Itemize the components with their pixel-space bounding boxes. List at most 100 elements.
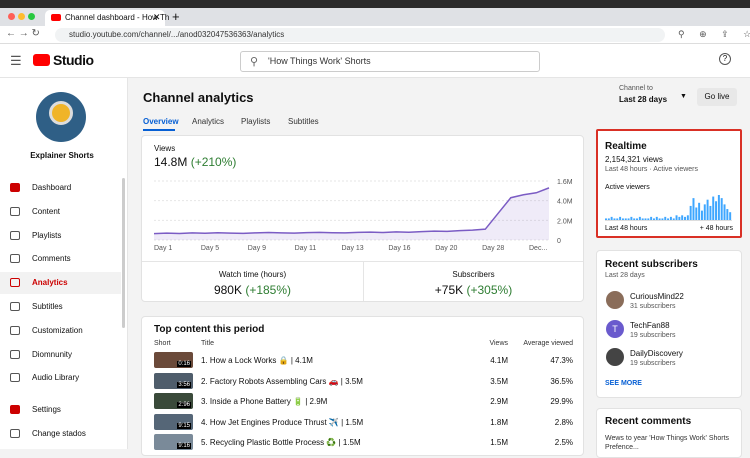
tab-title: Channel dashboard - How Th bbox=[65, 13, 170, 22]
tab[interactable]: Subtitles bbox=[288, 117, 319, 126]
nav-item[interactable]: Comments bbox=[0, 248, 121, 270]
views-line bbox=[153, 187, 550, 235]
subscriber-avatar[interactable]: T bbox=[606, 319, 624, 338]
x-tick-label: Day 16 bbox=[388, 245, 410, 252]
comments-title: Recent comments bbox=[605, 416, 692, 427]
views-change: (+210%) bbox=[190, 155, 237, 169]
realtime-start: Last 48 hours bbox=[605, 225, 648, 232]
comment-preview: Wews to year 'How Things Work' Shorts Pr… bbox=[605, 435, 730, 451]
row-title[interactable]: 4. How Jet Engines Produce Thrust ✈️ | 1… bbox=[201, 417, 364, 427]
channel-name: Explainer Shorts bbox=[30, 151, 94, 160]
nav-label: Audio Library bbox=[32, 373, 80, 383]
nav-item[interactable]: Playlists bbox=[0, 225, 121, 247]
row-title[interactable]: 2. Factory Robots Assembling Cars 🚗 | 3.… bbox=[201, 376, 363, 386]
favicon bbox=[51, 14, 61, 21]
nav-item[interactable]: Change stados bbox=[0, 423, 121, 445]
duration: 9:15 bbox=[177, 422, 191, 429]
realtime-chart bbox=[605, 195, 732, 221]
summary-change: (+185%) bbox=[245, 283, 292, 297]
subscriber-avatar[interactable] bbox=[606, 348, 624, 366]
thumbnail[interactable]: 9:16 bbox=[154, 434, 193, 450]
see-more[interactable]: SEE MORE bbox=[605, 380, 642, 387]
nav-item[interactable]: Settings bbox=[0, 399, 121, 421]
tab[interactable]: Analytics bbox=[192, 117, 225, 126]
row-title[interactable]: 1. How a Lock Works 🔒 | 4.1M bbox=[201, 356, 313, 365]
realtime-views: 2,154,321 views bbox=[605, 155, 663, 164]
subscriber-name[interactable]: DailyDiscovery bbox=[630, 349, 683, 358]
new-tab[interactable]: + bbox=[172, 9, 180, 24]
nav-icon bbox=[10, 278, 20, 288]
realtime-bar bbox=[698, 202, 701, 220]
tab-close[interactable]: ✕ bbox=[153, 12, 161, 22]
channel-avatar[interactable] bbox=[36, 92, 86, 142]
realtime-bar bbox=[658, 218, 661, 220]
subscriber-name[interactable]: CuriousMind22 bbox=[630, 292, 684, 301]
summary-label: Watch time (hours) bbox=[218, 270, 287, 279]
toolbar-icons[interactable]: ⚲ ⊕ ⇪ ☆ ▢ bbox=[678, 29, 750, 39]
close-dot[interactable] bbox=[8, 13, 15, 20]
nav-item[interactable]: Analytics bbox=[0, 272, 121, 295]
nav-item[interactable]: Diomnunity bbox=[0, 344, 121, 366]
nav-item[interactable]: Subtitles bbox=[0, 296, 121, 318]
realtime-bar bbox=[712, 196, 715, 220]
realtime-bar bbox=[621, 218, 624, 220]
y-tick-label: 2.0M bbox=[557, 218, 573, 225]
realtime-bar bbox=[607, 218, 610, 220]
views-value: 14.8M bbox=[154, 155, 188, 169]
realtime-bar bbox=[664, 216, 667, 220]
range[interactable]: Last 28 days bbox=[619, 95, 668, 104]
views-area bbox=[154, 187, 549, 240]
nav-item[interactable]: Dashboard bbox=[0, 177, 121, 199]
x-tick-label: Day 20 bbox=[435, 245, 457, 252]
search-icon: ⚲ bbox=[250, 56, 259, 68]
tab[interactable]: Playlists bbox=[241, 117, 271, 126]
subscriber-name[interactable]: TechFan88 bbox=[630, 320, 670, 330]
tab[interactable]: Channel dashboard - How Th ✕ bbox=[45, 10, 169, 26]
nav-buttons[interactable]: ← → ↻ bbox=[6, 28, 40, 39]
thumbnail[interactable]: 9:15 bbox=[154, 413, 193, 430]
realtime-bar bbox=[684, 216, 686, 220]
page-title: Channel analytics bbox=[143, 90, 254, 105]
thumbnail[interactable]: 0:16 bbox=[154, 352, 193, 368]
help-icon[interactable]: ? bbox=[719, 53, 731, 65]
realtime-bar bbox=[630, 216, 633, 220]
thumbnail[interactable]: 3:56 bbox=[154, 372, 193, 389]
go-live[interactable]: Go live bbox=[697, 88, 737, 106]
subscribers-card: Recent subscribers Last 28 days CuriousMin… bbox=[596, 250, 742, 398]
search-box[interactable]: ⚲ 'How Things Work' Shorts bbox=[240, 51, 540, 72]
tab[interactable]: Overview bbox=[143, 117, 179, 126]
realtime-bar bbox=[667, 218, 670, 220]
menu-icon[interactable]: ☰ bbox=[10, 53, 22, 68]
subscriber-avatar[interactable] bbox=[606, 291, 624, 309]
nav-item[interactable]: Content bbox=[0, 201, 121, 223]
range-caret[interactable]: ▼ bbox=[680, 93, 687, 100]
nav-icon bbox=[10, 405, 20, 414]
y-tick-label: 1.6M bbox=[557, 179, 573, 186]
realtime-bar bbox=[672, 218, 675, 220]
nav-item[interactable]: Customization bbox=[0, 320, 121, 342]
thumbnail[interactable]: 2:96 bbox=[154, 393, 193, 409]
views-chart: 1.6M 4.0M 2.0M 0 Day 1 Day 5 Day 9 Day 11 Day 13… bbox=[153, 179, 573, 252]
row-title[interactable]: 3. Inside a Phone Battery 🔋 | 2.9M bbox=[201, 397, 328, 406]
y-tick-label: 4.0M bbox=[557, 199, 573, 206]
realtime-bar bbox=[709, 205, 712, 220]
scrollbar bbox=[122, 178, 125, 328]
realtime-bar bbox=[636, 218, 639, 220]
min-dot[interactable] bbox=[18, 13, 25, 20]
realtime-bar bbox=[633, 218, 636, 220]
nav-icon bbox=[10, 302, 20, 311]
nav-item[interactable]: Audio Library bbox=[0, 367, 121, 389]
max-dot[interactable] bbox=[28, 13, 35, 20]
column-header: Average viewed bbox=[523, 340, 573, 347]
summary-value: 980K (+185%) bbox=[142, 283, 363, 297]
summary-number: +75K bbox=[434, 283, 464, 297]
x-tick-label: Dec... bbox=[529, 245, 547, 252]
row-title[interactable]: 5. Recycling Plastic Bottle Process ♻️ |… bbox=[201, 438, 361, 447]
logo-icon bbox=[33, 54, 50, 66]
top-content-card: Top content this period Short Title Views Av… bbox=[141, 316, 584, 456]
url-field[interactable]: studio.youtube.com/channel/.../anod03204… bbox=[55, 28, 665, 42]
realtime-bar bbox=[619, 216, 622, 220]
summary-number: 980K bbox=[213, 283, 242, 297]
x-tick-label: Day 5 bbox=[201, 245, 219, 252]
nav-icon bbox=[10, 206, 20, 216]
